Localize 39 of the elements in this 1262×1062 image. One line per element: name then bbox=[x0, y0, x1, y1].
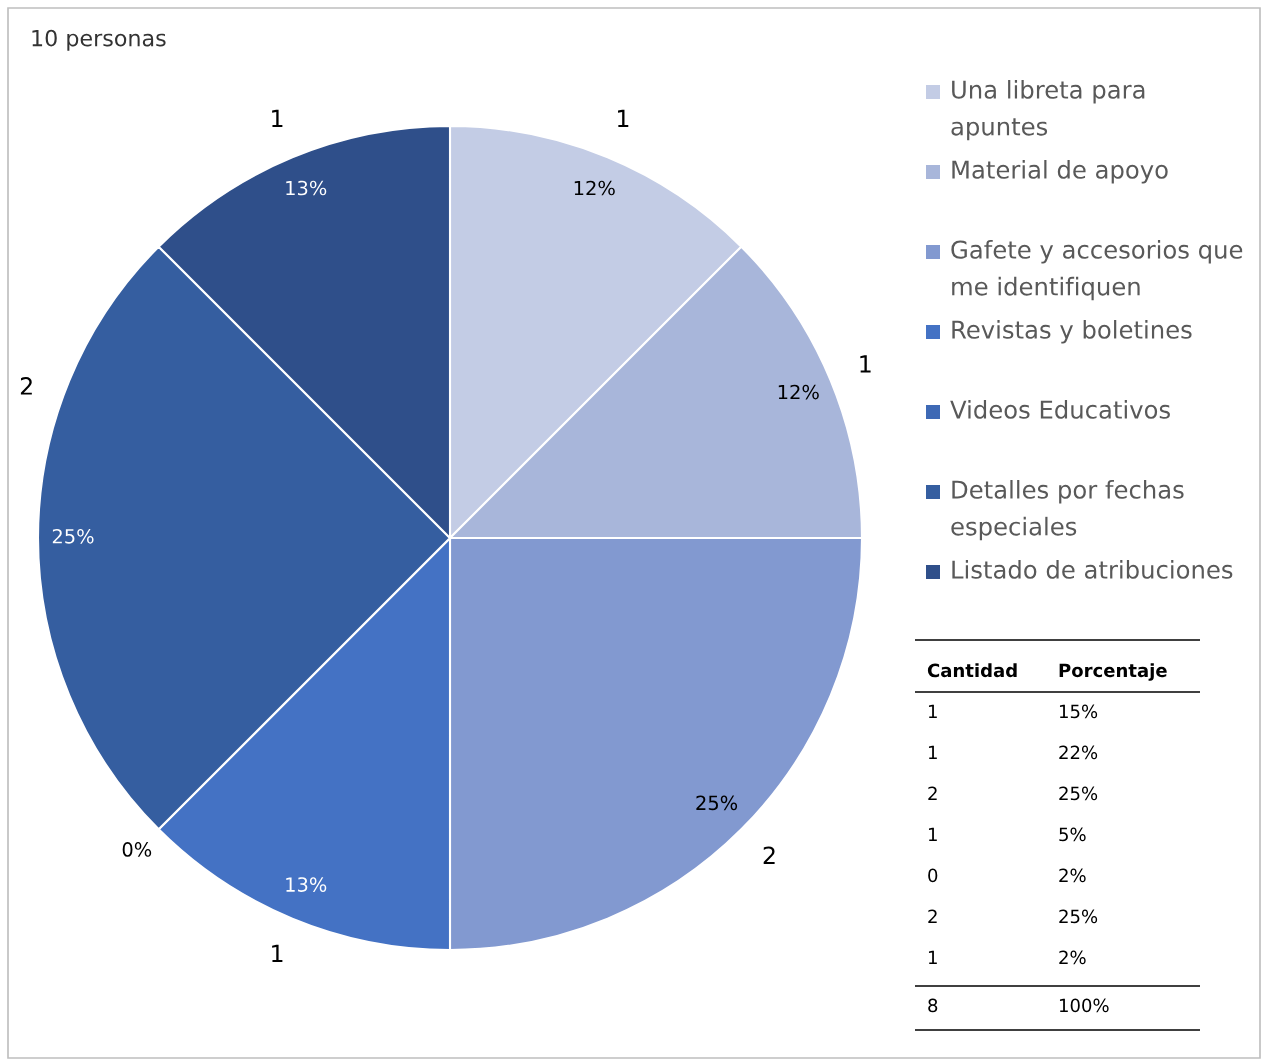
text: 0% bbox=[122, 842, 152, 857]
text: 25% bbox=[1059, 786, 1098, 801]
text: 100% bbox=[1059, 998, 1109, 1013]
text: 2 bbox=[928, 786, 937, 800]
data-label: 1 bbox=[272, 109, 283, 127]
text: 13% bbox=[286, 877, 327, 892]
text: 12% bbox=[778, 384, 819, 400]
text: 2% bbox=[1059, 868, 1086, 883]
text: 25% bbox=[696, 795, 738, 811]
chart-title: 10 personas bbox=[32, 29, 166, 51]
data-label: 1 bbox=[272, 944, 283, 963]
text: Cantidad bbox=[927, 663, 1017, 678]
text: 1 bbox=[928, 950, 937, 964]
legend-label: Detalles por fechas especiales bbox=[951, 480, 1184, 541]
text: 8 bbox=[928, 998, 938, 1013]
legend-label: Material de apoyo bbox=[952, 160, 1168, 184]
text: 1 bbox=[928, 827, 937, 841]
text: 1 bbox=[928, 704, 937, 718]
text: 25% bbox=[1059, 909, 1098, 924]
legend-label: Revistas y boletines bbox=[952, 320, 1192, 344]
legend-label: Videos Educativos bbox=[950, 400, 1170, 419]
text: Porcentaje bbox=[1059, 663, 1167, 681]
text: 2% bbox=[1059, 950, 1086, 965]
data-label: 2 bbox=[763, 846, 775, 864]
text: 13% bbox=[286, 180, 327, 196]
text: 2 bbox=[928, 909, 937, 923]
data-label: 1 bbox=[618, 109, 629, 127]
text: 25% bbox=[52, 528, 94, 544]
text: 22% bbox=[1059, 745, 1098, 760]
legend-label: Listado de atribuciones bbox=[952, 560, 1233, 579]
text: 1 bbox=[928, 745, 937, 759]
data-label: 1 bbox=[860, 355, 871, 373]
text: 0 bbox=[928, 868, 938, 883]
text: 5% bbox=[1059, 827, 1086, 842]
text: 12% bbox=[574, 180, 615, 196]
text: 15% bbox=[1059, 704, 1098, 719]
legend-label: Una libreta para apuntes bbox=[951, 80, 1145, 141]
data-label: 2 bbox=[20, 377, 32, 395]
legend-label: Gafete y accesorios que me identifiquen bbox=[951, 240, 1243, 301]
